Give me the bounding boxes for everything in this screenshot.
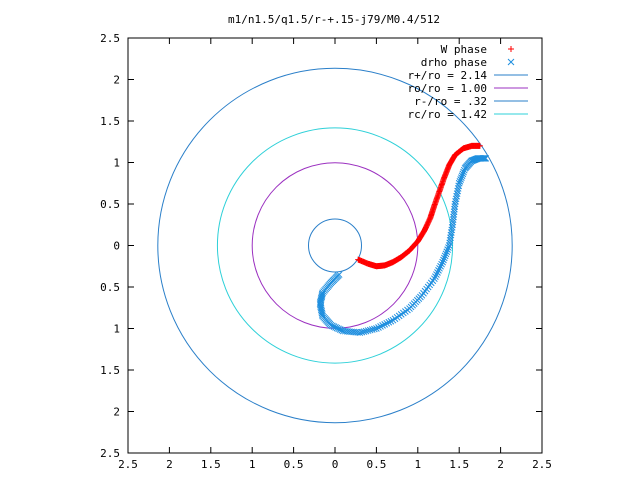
drho-phase-point <box>368 326 376 333</box>
y-tick-label: 1.5 <box>100 115 120 128</box>
drho-phase-point <box>452 195 460 203</box>
legend-label: r-/ro = .32 <box>414 95 487 108</box>
legend-label: drho phase <box>421 56 487 69</box>
drho-phase-point <box>362 327 370 335</box>
drho-phase-point <box>437 262 444 270</box>
drho-phase-point <box>456 178 464 185</box>
y-tick-label: 1 <box>113 323 120 336</box>
drho-phase-point <box>444 246 451 254</box>
x-tick-label: 0.5 <box>366 458 386 471</box>
w-phase-point <box>476 142 483 149</box>
drho-phase-point <box>360 328 368 335</box>
circle-group <box>157 67 513 424</box>
drho-phase-point <box>457 176 465 183</box>
drho-phase-point <box>453 192 460 200</box>
drho-phase-point <box>479 154 487 162</box>
drho-phase-point <box>454 185 462 192</box>
y-tick-label: 1 <box>113 157 120 170</box>
drho-phase-point <box>507 58 515 66</box>
y-tick-label: 2.5 <box>100 32 120 45</box>
x-tick-label: 1 <box>249 458 256 471</box>
drho-phase-point <box>447 231 455 239</box>
drho-phase-point <box>377 323 384 330</box>
legend-label: ro/ro = 1.00 <box>408 82 487 95</box>
drho-phase-point <box>364 327 372 334</box>
x-tick-label: 2 <box>497 458 504 471</box>
drho-phase-point <box>373 325 380 332</box>
x-tick-label: 0 <box>332 458 339 471</box>
drho-phase-series <box>316 154 490 337</box>
drho-phase-point <box>447 229 455 236</box>
x-tick-label: 2.5 <box>532 458 552 471</box>
drho-phase-point <box>438 260 445 268</box>
drho-phase-point <box>439 258 446 266</box>
drho-phase-point <box>452 198 459 205</box>
y-tick-label: 2 <box>113 74 120 87</box>
drho-phase-point <box>443 248 451 256</box>
drho-phase-point <box>432 273 439 280</box>
drho-phase-point <box>370 325 378 333</box>
drho-phase-point <box>441 252 449 260</box>
drho-phase-point <box>446 239 454 247</box>
drho-phase-point <box>453 190 461 197</box>
drho-phase-point <box>455 179 463 187</box>
y-tick-label: 2.5 <box>100 447 120 460</box>
drho-phase-point <box>383 319 391 327</box>
y-tick-label: 0.5 <box>100 198 120 211</box>
y-tick-label: 0.5 <box>100 281 120 294</box>
drho-phase-point <box>356 329 364 337</box>
radius-circle <box>157 67 513 424</box>
drho-phase-point <box>375 324 382 331</box>
drho-phase-point <box>480 154 488 162</box>
x-tick-label: 2 <box>166 458 173 471</box>
drho-phase-point <box>451 203 459 210</box>
legend-label: r+/ro = 2.14 <box>408 69 488 82</box>
x-tick-label: 1.5 <box>201 458 221 471</box>
drho-phase-point <box>445 242 453 249</box>
drho-phase-point <box>447 234 454 242</box>
drho-phase-point <box>482 154 490 162</box>
chart-title: m1/n1.5/q1.5/r-+.15-j79/M0.4/512 <box>228 13 440 26</box>
radius-circle <box>308 218 362 273</box>
drho-phase-point <box>459 170 467 178</box>
w-phase-point <box>508 46 514 52</box>
drho-phase-point <box>434 269 441 276</box>
drho-phase-point <box>358 328 366 336</box>
y-tick-label: 1.5 <box>100 364 120 377</box>
legend-label: W phase <box>441 43 487 56</box>
drho-phase-point <box>458 172 466 180</box>
drho-phase-point <box>481 154 489 162</box>
x-tick-label: 1 <box>414 458 421 471</box>
w-phase-series <box>355 142 483 270</box>
drho-phase-point <box>431 275 438 283</box>
drho-phase-point <box>454 187 462 195</box>
drho-phase-point <box>451 200 459 208</box>
axis-ticks: 2.5 2 1.5 1 0.5 0 0.5 1 1.5 2 2.52.521.510.500.511… <box>100 32 552 471</box>
legend-label: rc/ro = 1.42 <box>408 108 487 121</box>
drho-phase-point <box>446 236 454 244</box>
drho-phase-point <box>385 318 393 326</box>
drho-phase-point <box>379 322 386 329</box>
drho-phase-point <box>455 182 463 190</box>
drho-phase-point <box>381 320 389 328</box>
drho-phase-point <box>387 317 395 325</box>
y-tick-label: 2 <box>113 406 120 419</box>
drho-phase-point <box>436 264 443 272</box>
drho-phase-point <box>433 271 440 278</box>
drho-phase-point <box>460 168 467 176</box>
drho-phase-point <box>435 267 442 274</box>
x-tick-label: 1.5 <box>449 458 469 471</box>
drho-phase-point <box>458 174 465 182</box>
x-tick-label: 0.5 <box>284 458 304 471</box>
drho-phase-point <box>442 250 450 258</box>
drho-phase-point <box>448 226 456 234</box>
drho-phase-point <box>440 256 447 264</box>
drho-phase-point <box>440 254 448 262</box>
drho-phase-point <box>366 326 374 334</box>
x-tick-label: 2.5 <box>118 458 138 471</box>
y-tick-label: 0 <box>113 240 120 253</box>
radius-circle <box>251 162 419 329</box>
